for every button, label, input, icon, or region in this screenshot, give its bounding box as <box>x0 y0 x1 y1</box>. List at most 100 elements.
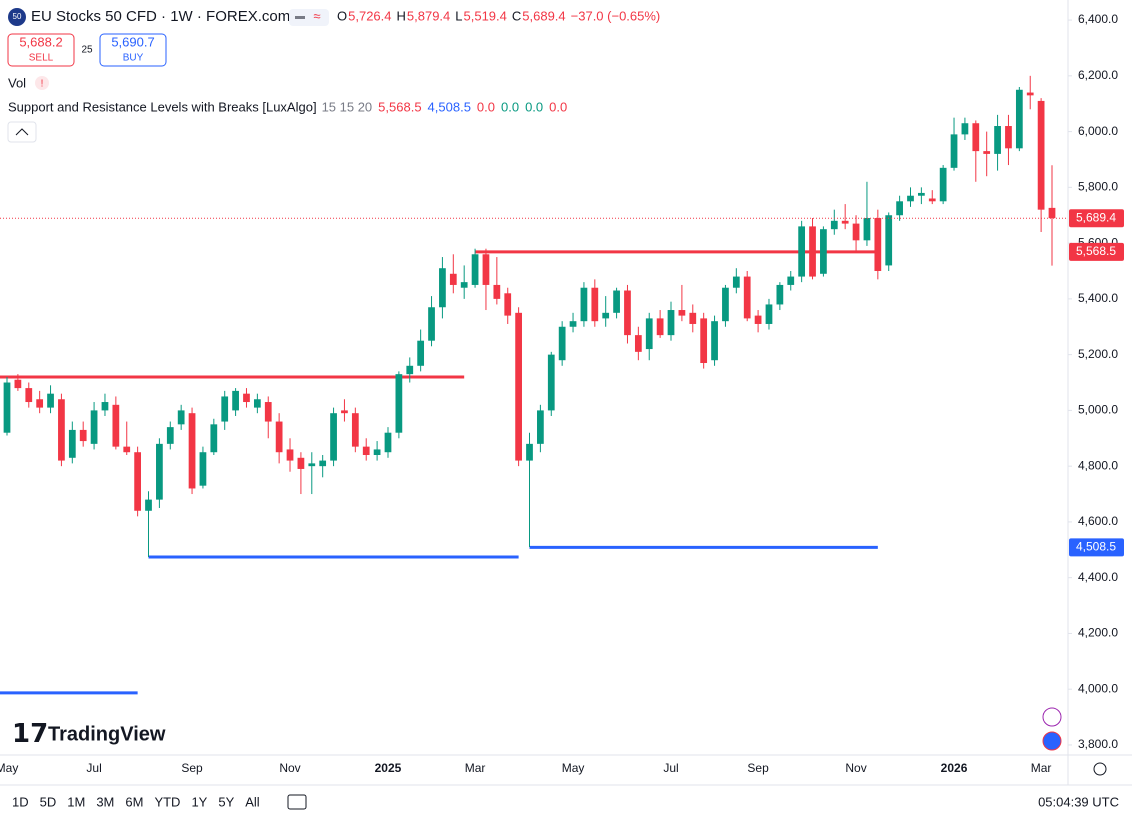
symbol-badge <box>8 8 26 26</box>
symbol-title[interactable]: EU Stocks 50 CFD · 1W · FOREX.com <box>31 8 290 25</box>
candle-body <box>362 446 370 456</box>
candle-body <box>634 335 642 352</box>
ohlc-value: 5,726.4 <box>348 8 391 23</box>
candle-body <box>754 315 762 324</box>
logo[interactable]: TradingView <box>48 723 166 745</box>
range-button[interactable]: 1D <box>12 794 29 809</box>
volume-legend[interactable]: Vol <box>8 75 26 90</box>
candle-body <box>428 307 435 341</box>
range-button[interactable]: 5Y <box>218 794 234 809</box>
ohlc-label: H <box>397 8 406 23</box>
ohlc-value: 5,879.4 <box>407 8 450 23</box>
candle-body <box>25 388 33 403</box>
indicator-params: 15 15 20 <box>322 99 373 114</box>
candle-body <box>558 326 566 361</box>
price-tag-label: 4,508.5 <box>1076 540 1116 554</box>
range-button[interactable]: 6M <box>125 794 143 809</box>
collapse-button[interactable] <box>7 121 37 143</box>
ohlc-label: O <box>337 8 347 23</box>
buy-button[interactable] <box>99 33 167 67</box>
warning-icon[interactable] <box>35 76 49 90</box>
indicator-value: 0.0 <box>501 99 519 114</box>
plot-area <box>0 19 1072 746</box>
candle-body <box>297 457 305 469</box>
candle-body <box>341 410 348 414</box>
price-tag <box>1069 209 1124 228</box>
sell-button[interactable] <box>7 33 75 67</box>
candle-body <box>1026 92 1034 96</box>
candle-body <box>624 290 631 336</box>
candle-body <box>983 151 991 154</box>
candle-body <box>722 287 729 322</box>
candle-body <box>351 413 359 447</box>
candle-body <box>330 413 337 461</box>
candle-body <box>580 287 588 322</box>
indicator-value: 5,568.5 <box>378 99 421 114</box>
candle-body <box>3 382 11 433</box>
y-tick-label: 6,200.0 <box>1078 68 1118 82</box>
candle-body <box>939 167 947 202</box>
candle-body <box>765 304 773 324</box>
toolbar: 1D 5D 1M 3M 6M YTD 1Y 5Y All <box>12 794 260 809</box>
warning-mark: ! <box>41 79 44 90</box>
range-button[interactable]: 1M <box>67 794 85 809</box>
compare-buttons[interactable] <box>289 9 329 26</box>
candle-body <box>308 463 316 467</box>
candle-body <box>700 318 708 364</box>
sell-label: SELL <box>29 53 54 64</box>
y-tick-label: 4,000.0 <box>1078 681 1118 695</box>
candle-body <box>373 449 381 456</box>
alert-icon[interactable] <box>1042 707 1062 727</box>
candle-body <box>145 499 152 511</box>
x-tick-label: Jul <box>86 761 101 775</box>
candle-body <box>319 460 327 467</box>
candle-body <box>101 402 109 411</box>
candle-body <box>798 226 806 277</box>
events-icon[interactable] <box>1042 731 1062 751</box>
candle-body <box>232 390 239 411</box>
indicator-name[interactable]: Support and Resistance Levels with Break… <box>8 99 317 114</box>
candle-body <box>874 218 882 271</box>
candle-body <box>809 226 816 277</box>
x-tick-label: Jul <box>663 761 678 775</box>
candle-body <box>439 268 446 308</box>
price-tag <box>1069 538 1124 557</box>
candle-body <box>166 427 174 444</box>
candle-body <box>112 404 120 447</box>
x-tick-label: Mar <box>1031 761 1052 775</box>
range-button[interactable]: YTD <box>154 794 180 809</box>
candle-body <box>493 284 501 299</box>
x-tick-label: Nov <box>279 761 300 775</box>
candle-body <box>395 374 403 433</box>
candle-body <box>406 365 414 375</box>
candle-body <box>689 312 697 324</box>
candle-body <box>776 284 784 305</box>
candle-body <box>14 379 22 389</box>
candle-body <box>68 429 76 458</box>
candle-body <box>678 310 686 316</box>
price-tag-label: 5,568.5 <box>1076 244 1116 258</box>
header: 50 EU Stocks 50 CFD · 1W · FOREX.com ≈ O… <box>7 8 660 143</box>
candle-body <box>384 432 392 453</box>
candle-body <box>1015 89 1023 149</box>
y-tick-label: 4,600.0 <box>1078 514 1118 528</box>
range-button[interactable]: 1Y <box>191 794 207 809</box>
candle-body <box>841 220 849 224</box>
candle-body <box>210 424 218 453</box>
buy-label: BUY <box>123 53 144 64</box>
settings-icon[interactable] <box>1093 762 1107 776</box>
price-tag <box>1069 242 1124 261</box>
range-button[interactable]: 5D <box>40 794 57 809</box>
candle-body <box>526 443 533 461</box>
candle-body <box>667 310 675 336</box>
candle-body <box>156 443 163 500</box>
price-tag-label: 5,689.4 <box>1076 210 1116 224</box>
date-range-icon[interactable] <box>287 794 307 810</box>
candle-body <box>830 220 838 230</box>
range-button[interactable]: All <box>245 794 260 809</box>
range-button[interactable]: 3M <box>96 794 114 809</box>
candle-body <box>253 399 261 408</box>
spread: 25 <box>81 45 93 56</box>
candle-body <box>36 399 44 408</box>
